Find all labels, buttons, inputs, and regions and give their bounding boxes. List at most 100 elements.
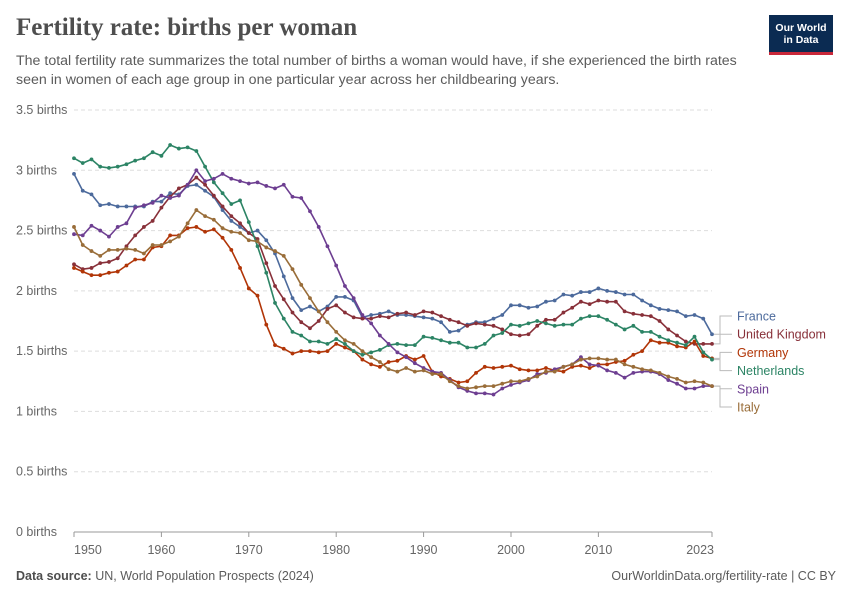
data-point-italy (447, 379, 452, 384)
data-point-france (229, 219, 234, 223)
data-point-germany (561, 369, 566, 374)
data-source-text[interactable]: UN, World Population Prospects (2024) (95, 569, 314, 583)
chart-subtitle: The total fertility rate summarizes the … (16, 53, 737, 88)
data-point-germany (316, 350, 321, 355)
data-point-italy (246, 238, 251, 243)
source-url[interactable]: OurWorldinData.org/fertility-rate | CC B… (611, 569, 836, 583)
data-point-spain (98, 228, 103, 233)
data-point-united-kingdom (605, 299, 610, 304)
data-point-spain (360, 313, 365, 317)
data-point-spain (80, 233, 85, 238)
data-point-netherlands (404, 343, 409, 348)
data-point-united-kingdom (308, 326, 312, 331)
data-point-netherlands (456, 340, 461, 345)
data-point-united-kingdom (587, 302, 592, 307)
data-point-united-kingdom (273, 284, 277, 288)
data-point-italy (159, 243, 164, 247)
data-point-france (369, 313, 374, 317)
data-point-united-kingdom (552, 317, 557, 322)
data-point-italy (561, 364, 566, 369)
data-point-netherlands (395, 342, 400, 346)
data-point-france (579, 290, 583, 294)
data-point-netherlands (552, 323, 557, 328)
data-point-italy (683, 380, 688, 385)
data-point-netherlands (124, 162, 129, 167)
data-point-italy (404, 366, 409, 370)
data-point-spain (395, 350, 400, 355)
data-point-italy (281, 253, 286, 258)
data-point-spain (491, 392, 496, 397)
data-point-netherlands (176, 146, 181, 151)
data-point-spain (264, 184, 269, 188)
data-point-netherlands (430, 335, 435, 340)
data-point-united-kingdom (264, 261, 269, 266)
data-point-italy (622, 362, 627, 367)
data-point-france (648, 303, 653, 308)
data-point-spain (159, 193, 164, 198)
legend-connector-united-kingdom (714, 333, 732, 345)
data-point-italy (570, 362, 575, 367)
data-point-netherlands (447, 340, 452, 345)
data-point-france (308, 304, 312, 309)
owid-logo[interactable]: Our World in Data (769, 15, 833, 55)
data-point-france (491, 316, 496, 321)
data-point-spain (150, 200, 155, 205)
data-point-united-kingdom (334, 303, 339, 308)
data-point-france (159, 199, 164, 204)
data-point-italy (386, 367, 391, 372)
data-point-germany (421, 354, 426, 358)
data-point-united-kingdom (281, 297, 286, 302)
data-point-germany (343, 345, 347, 350)
data-point-italy (98, 253, 103, 258)
data-point-france (168, 191, 173, 196)
data-point-netherlands (229, 202, 234, 206)
data-point-netherlands (107, 165, 111, 170)
data-point-germany (701, 354, 706, 358)
data-point-netherlands (622, 327, 627, 332)
data-point-united-kingdom (299, 320, 304, 325)
data-point-germany (255, 293, 260, 298)
data-point-spain (351, 296, 356, 300)
y-tick-label: 0 births (16, 525, 57, 539)
data-point-netherlands (465, 345, 470, 350)
data-point-italy (80, 243, 85, 247)
data-point-germany (115, 269, 120, 274)
data-point-italy (430, 372, 435, 376)
data-point-spain (211, 176, 216, 181)
data-point-france (281, 274, 286, 279)
data-point-united-kingdom (142, 225, 146, 229)
data-point-netherlands (98, 164, 103, 169)
data-point-spain (613, 370, 618, 375)
data-point-germany (640, 349, 644, 354)
data-point-netherlands (570, 322, 575, 327)
data-point-netherlands (133, 158, 138, 163)
data-point-germany (168, 233, 173, 238)
series-line-netherlands (73, 144, 713, 361)
data-point-italy (605, 357, 610, 362)
data-point-italy (465, 386, 470, 391)
data-point-united-kingdom (430, 310, 435, 315)
data-point-germany (456, 380, 461, 385)
data-point-united-kingdom (211, 193, 216, 198)
data-point-united-kingdom (150, 219, 155, 223)
data-point-italy (657, 370, 662, 375)
data-point-germany (211, 227, 216, 232)
data-point-united-kingdom (386, 315, 391, 320)
data-point-netherlands (648, 329, 653, 334)
data-point-italy (72, 225, 76, 229)
data-point-germany (72, 266, 76, 270)
data-point-united-kingdom (544, 317, 548, 322)
data-point-netherlands (72, 156, 76, 161)
data-point-netherlands (596, 314, 601, 319)
data-point-united-kingdom (675, 333, 679, 338)
data-point-netherlands (325, 342, 330, 346)
data-point-italy (238, 231, 242, 235)
data-point-italy (692, 379, 697, 384)
chart-title: Fertility rate: births per woman (16, 14, 358, 41)
data-point-united-kingdom (465, 323, 470, 328)
data-point-france (666, 308, 671, 313)
data-point-germany (220, 235, 225, 240)
y-tick-label: 2.5 births (16, 224, 67, 238)
data-point-spain (622, 375, 627, 380)
data-point-france (544, 299, 548, 304)
